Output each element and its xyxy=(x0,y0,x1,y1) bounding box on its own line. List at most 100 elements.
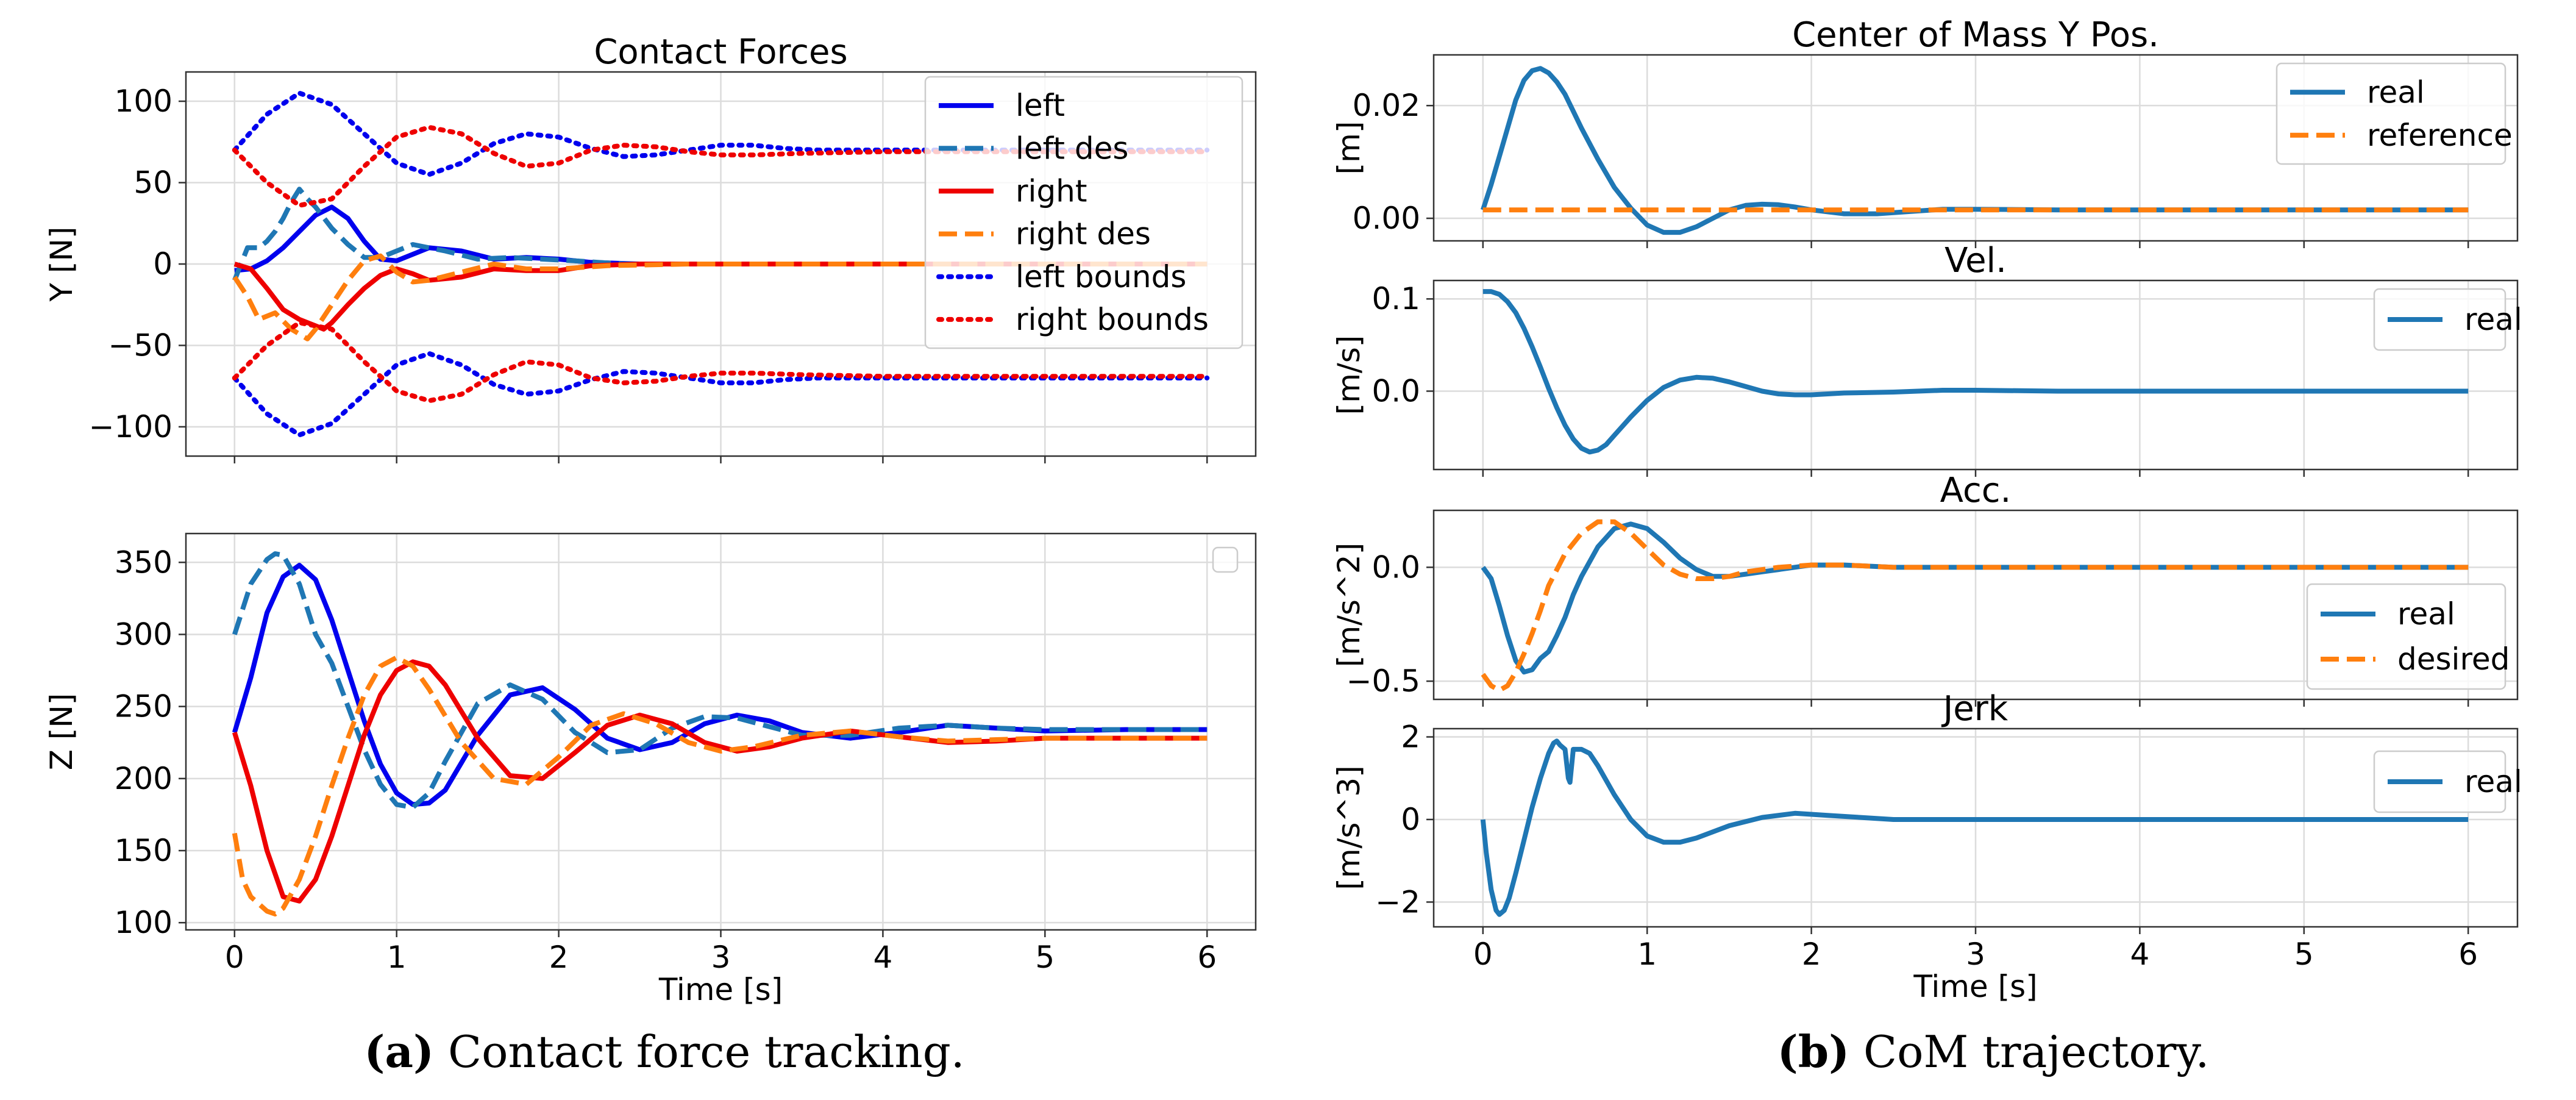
series-line-desired xyxy=(1481,519,2469,693)
x-tick-label: 3 xyxy=(1966,937,1985,972)
x-tick-label: 6 xyxy=(2458,937,2478,972)
legend-label: real xyxy=(2367,74,2425,110)
legend xyxy=(1212,546,1239,573)
y-tick-label: 200 xyxy=(115,761,173,796)
y-tick-label: 100 xyxy=(115,84,173,119)
series-line-left-bounds xyxy=(232,90,1210,177)
chart-contact-y: −100 −50 0 50 100 Contact Forces Y [N] left left… xyxy=(44,32,1257,463)
x-tick-label: 2 xyxy=(549,940,569,975)
y-axis-label: [m/s] xyxy=(1331,335,1367,415)
y-tick-label: 250 xyxy=(115,689,173,724)
caption-b-text: CoM trajectory. xyxy=(1849,1026,2209,1077)
series-line-real xyxy=(1480,738,2469,917)
y-tick-label: 100 xyxy=(115,905,173,940)
legend-box xyxy=(924,76,1244,349)
y-axis-label: [m] xyxy=(1331,121,1367,175)
y-tick-label: 2 xyxy=(1401,720,1420,755)
chart-com-jerk: −2 0 2 0 1 2 3 4 5 6 Jerk Time [s] [m/s^3] real xyxy=(1331,689,2522,1004)
legend-label: left xyxy=(1016,88,1065,123)
series-group xyxy=(1481,519,2469,693)
caption-b: (b) CoM trajectory. xyxy=(1777,1026,2210,1077)
legend: real xyxy=(2373,288,2522,351)
y-tick-label: 0 xyxy=(1401,802,1420,837)
y-tick-label: 50 xyxy=(133,165,173,201)
legend-label: reference xyxy=(2367,118,2513,153)
legend-box xyxy=(2306,583,2507,690)
chart-title: Jerk xyxy=(1941,689,2008,729)
svg-text:(a) Contact force tracking.: (a) Contact force tracking. xyxy=(364,1026,964,1077)
series-line-right-des xyxy=(232,253,1208,341)
series-line-right-bounds xyxy=(232,320,1210,404)
y-axis-label: Y [N] xyxy=(44,227,79,302)
series-group xyxy=(232,90,1210,438)
y-tick-label: 0 xyxy=(153,246,173,282)
y-tick-label: −0.5 xyxy=(1347,663,1420,699)
y-tick-label: 0.0 xyxy=(1372,549,1420,585)
chart-title: Vel. xyxy=(1944,241,2007,280)
legend: left left des right right des left bounds rig… xyxy=(924,76,1244,349)
x-tick-label: 5 xyxy=(1035,940,1055,975)
chart-contact-z: 100 150 200 250 300 350 0 1 2 3 4 5 6 Time [s] Z [N] xyxy=(44,532,1257,1007)
y-axis-label: [m/s^3] xyxy=(1331,765,1367,890)
legend-label: right xyxy=(1016,173,1087,209)
chart-com-pos: 0.00 0.02 Center of Mass Y Pos. [m] real refe… xyxy=(1331,15,2519,248)
chart-com-acc: 0.0 −0.5 Acc. [m/s^2] real desired xyxy=(1331,471,2519,707)
y-tick-label: 0.1 xyxy=(1372,281,1420,316)
legend-label: right bounds xyxy=(1016,302,1209,337)
legend: real xyxy=(2373,750,2522,813)
caption-a-label: (a) xyxy=(364,1026,434,1077)
caption-a-text: Contact force tracking. xyxy=(434,1026,965,1077)
legend-box xyxy=(2275,62,2507,165)
legend: real reference xyxy=(2275,62,2513,165)
x-tick-label: 2 xyxy=(1802,937,1821,972)
series-line-left-des xyxy=(232,551,1208,810)
y-axis-label: Z [N] xyxy=(44,693,79,771)
y-tick-label: −100 xyxy=(89,409,173,445)
x-tick-label: 4 xyxy=(2130,937,2149,972)
legend-label: desired xyxy=(2397,641,2510,677)
x-tick-label: 1 xyxy=(1637,937,1657,972)
x-tick-label: 6 xyxy=(1197,940,1217,975)
chart-title: Acc. xyxy=(1940,471,2012,510)
x-tick-label: 4 xyxy=(873,940,893,975)
chart-title: Center of Mass Y Pos. xyxy=(1792,15,2159,55)
legend-label: left des xyxy=(1016,130,1128,166)
series-line-left-des xyxy=(232,187,1208,282)
x-axis-label: Time [s] xyxy=(658,972,783,1007)
series-line-right-bounds xyxy=(232,124,1210,208)
x-tick-label: 5 xyxy=(2294,937,2314,972)
y-tick-label: 0.00 xyxy=(1353,201,1420,236)
series-line-real xyxy=(1482,289,2469,455)
legend: real desired xyxy=(2306,583,2510,690)
series-group xyxy=(1480,738,2469,917)
y-axis-label: [m/s^2] xyxy=(1331,543,1367,667)
series-line-left-bounds xyxy=(232,351,1210,438)
svg-text:(b) CoM trajectory.: (b) CoM trajectory. xyxy=(1777,1026,2210,1077)
legend-label: real xyxy=(2464,302,2522,337)
x-axis-label: Time [s] xyxy=(1913,969,2037,1004)
y-tick-label: −2 xyxy=(1375,884,1420,920)
series-group xyxy=(1482,289,2469,455)
y-tick-label: −50 xyxy=(108,327,173,363)
legend-label: real xyxy=(2397,596,2455,632)
y-tick-label: 150 xyxy=(115,833,173,868)
x-tick-label: 1 xyxy=(387,940,407,975)
x-tick-label: 0 xyxy=(1473,937,1493,972)
chart-com-vel: 0.0 0.1 Vel. [m/s] real xyxy=(1331,241,2522,477)
x-tick-label: 3 xyxy=(711,940,731,975)
series-group xyxy=(232,551,1208,916)
legend-box xyxy=(1212,546,1239,573)
caption-a: (a) Contact force tracking. xyxy=(364,1026,964,1077)
y-tick-label: 350 xyxy=(115,545,173,580)
series-line-right-des xyxy=(232,655,1208,916)
y-tick-label: 0.02 xyxy=(1353,88,1420,123)
caption-b-label: (b) xyxy=(1777,1026,1849,1077)
legend-label: real xyxy=(2464,764,2522,799)
legend-label: right des xyxy=(1016,216,1151,252)
chart-title: Contact Forces xyxy=(594,32,847,72)
y-tick-label: 0.0 xyxy=(1372,373,1420,409)
series-group xyxy=(1480,66,2469,235)
y-tick-label: 300 xyxy=(115,616,173,652)
